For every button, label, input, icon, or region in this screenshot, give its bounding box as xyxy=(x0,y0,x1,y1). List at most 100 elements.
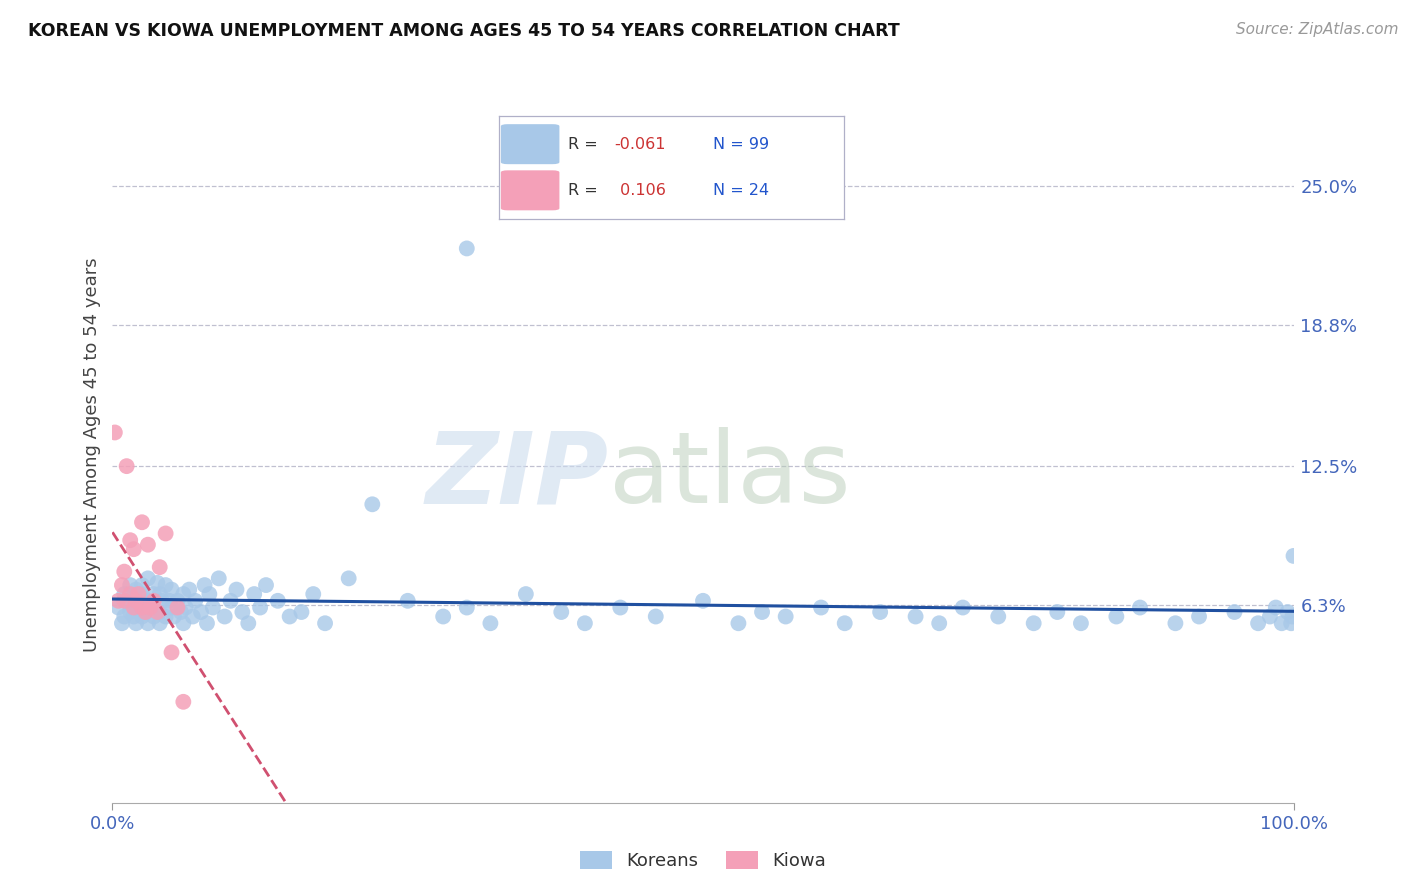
Point xyxy=(190,605,212,619)
Point xyxy=(1279,616,1302,631)
Point xyxy=(166,594,188,608)
Point xyxy=(155,526,177,541)
Legend: Koreans, Kiowa: Koreans, Kiowa xyxy=(572,844,834,877)
Point xyxy=(149,587,172,601)
Point xyxy=(135,605,157,619)
Point xyxy=(125,616,148,631)
Point xyxy=(142,609,165,624)
Point xyxy=(107,600,129,615)
Point xyxy=(120,587,142,601)
Point xyxy=(515,587,537,601)
Point xyxy=(125,600,148,615)
Point xyxy=(194,578,217,592)
Text: Source: ZipAtlas.com: Source: ZipAtlas.com xyxy=(1236,22,1399,37)
Point xyxy=(111,616,134,631)
Point xyxy=(644,609,666,624)
Text: KOREAN VS KIOWA UNEMPLOYMENT AMONG AGES 45 TO 54 YEARS CORRELATION CHART: KOREAN VS KIOWA UNEMPLOYMENT AMONG AGES … xyxy=(28,22,900,40)
Point xyxy=(243,587,266,601)
Point xyxy=(574,616,596,631)
Point xyxy=(127,587,149,601)
Text: N = 99: N = 99 xyxy=(713,136,769,152)
Point xyxy=(142,594,165,608)
Point xyxy=(314,616,336,631)
Point xyxy=(135,605,157,619)
Point xyxy=(131,600,153,615)
Point xyxy=(1258,609,1281,624)
Point xyxy=(249,600,271,615)
Point xyxy=(952,600,974,615)
Point xyxy=(149,616,172,631)
Point xyxy=(550,605,572,619)
Point xyxy=(1277,605,1299,619)
Text: 0.106: 0.106 xyxy=(614,183,665,198)
Point xyxy=(238,616,260,631)
Point xyxy=(136,538,159,552)
Text: -0.061: -0.061 xyxy=(614,136,666,152)
Point xyxy=(456,600,478,615)
Point xyxy=(179,582,201,597)
Point xyxy=(112,609,135,624)
Point xyxy=(139,600,162,615)
Point xyxy=(172,616,194,631)
Point xyxy=(214,609,236,624)
Point xyxy=(181,609,204,624)
Point xyxy=(267,594,290,608)
Point xyxy=(219,594,242,608)
Point xyxy=(131,515,153,529)
Point xyxy=(456,242,478,256)
Point xyxy=(751,605,773,619)
Point xyxy=(155,578,177,592)
Point xyxy=(146,575,169,590)
Point xyxy=(131,587,153,601)
Point xyxy=(107,594,129,608)
Point xyxy=(163,609,186,624)
Point xyxy=(1129,600,1152,615)
Point xyxy=(225,582,247,597)
Point xyxy=(361,497,384,511)
Point xyxy=(201,600,224,615)
Point xyxy=(1281,609,1303,624)
Y-axis label: Unemployment Among Ages 45 to 54 years: Unemployment Among Ages 45 to 54 years xyxy=(83,258,101,652)
Point xyxy=(1282,549,1305,563)
Text: R =: R = xyxy=(568,136,603,152)
Point xyxy=(1070,616,1092,631)
Point xyxy=(112,594,135,608)
Point xyxy=(928,616,950,631)
Point xyxy=(160,600,183,615)
Point xyxy=(139,600,162,615)
Point xyxy=(254,578,277,592)
Point xyxy=(1223,605,1246,619)
Point xyxy=(150,594,173,608)
Point xyxy=(125,594,148,608)
Point xyxy=(834,616,856,631)
Point xyxy=(1271,616,1294,631)
Point xyxy=(111,578,134,592)
Point xyxy=(136,571,159,585)
Point xyxy=(146,605,169,619)
Point xyxy=(174,600,197,615)
Point xyxy=(904,609,927,624)
Point xyxy=(172,695,194,709)
Point xyxy=(1105,609,1128,624)
Point xyxy=(115,594,138,608)
Point xyxy=(1046,605,1069,619)
FancyBboxPatch shape xyxy=(501,170,560,211)
Point xyxy=(692,594,714,608)
Point xyxy=(166,600,188,615)
Point xyxy=(231,605,253,619)
Point xyxy=(1188,609,1211,624)
Point xyxy=(337,571,360,585)
Point xyxy=(104,425,127,440)
Point xyxy=(479,616,502,631)
Point xyxy=(727,616,749,631)
Point xyxy=(149,605,172,619)
Point xyxy=(1264,600,1286,615)
Point xyxy=(170,605,193,619)
Point xyxy=(396,594,419,608)
Point xyxy=(278,609,301,624)
Point xyxy=(302,587,325,601)
Point xyxy=(136,594,159,608)
Point xyxy=(195,616,218,631)
Point xyxy=(131,609,153,624)
Point xyxy=(1247,616,1270,631)
